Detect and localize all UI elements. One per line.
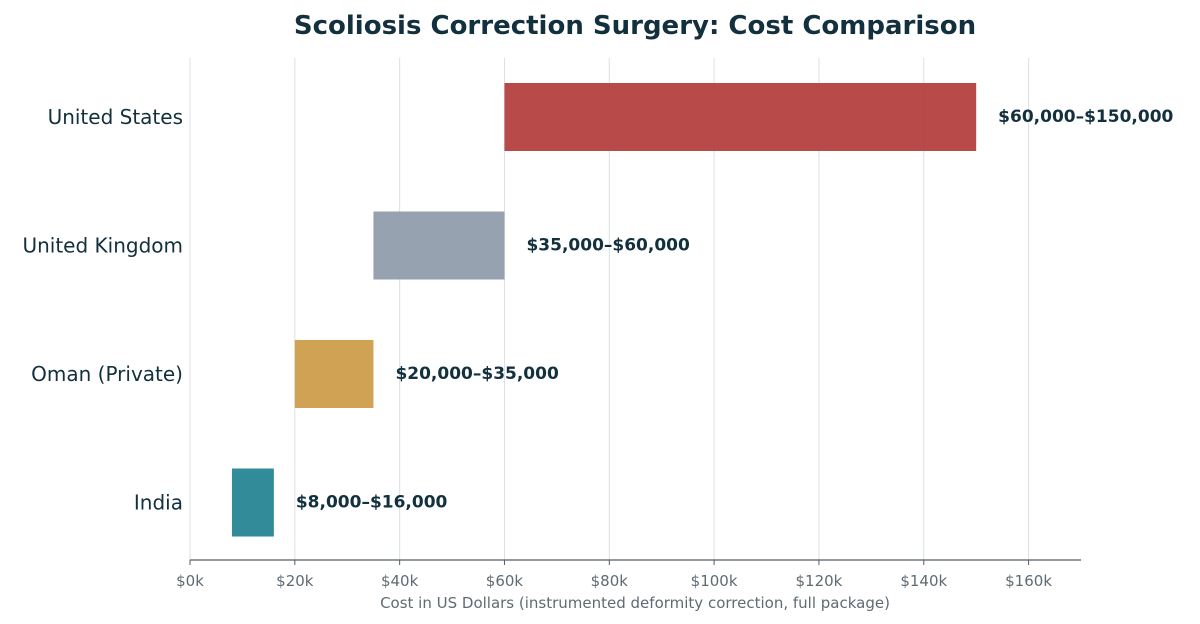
category-label: United Kingdom bbox=[22, 234, 183, 258]
x-tick-label: $80k bbox=[591, 572, 629, 590]
category-label: United States bbox=[48, 105, 183, 129]
range-bar bbox=[294, 340, 374, 408]
value-label: $35,000–$60,000 bbox=[526, 236, 690, 256]
x-tick-label: $140k bbox=[900, 572, 947, 590]
range-bar bbox=[373, 211, 505, 280]
x-axis-title: Cost in US Dollars (instrumented deformi… bbox=[380, 594, 890, 612]
bars bbox=[231, 83, 977, 537]
x-axis-ticks: $0k $20k $40k $60k $80k $100k $120k $140k $160k bbox=[176, 560, 1052, 590]
x-tick-label: $40k bbox=[381, 572, 419, 590]
value-label: $60,000–$150,000 bbox=[998, 107, 1173, 127]
range-bar bbox=[231, 468, 274, 537]
x-tick-label: $20k bbox=[276, 572, 314, 590]
x-tick-label: $100k bbox=[691, 572, 738, 590]
value-label: $20,000–$35,000 bbox=[395, 364, 559, 384]
x-tick-label: $60k bbox=[486, 572, 524, 590]
category-label: Oman (Private) bbox=[31, 362, 183, 386]
x-tick-label: $160k bbox=[1005, 572, 1052, 590]
category-label: India bbox=[134, 491, 183, 515]
value-labels: $60,000–$150,000 $35,000–$60,000 $20,000–$… bbox=[296, 107, 1174, 513]
range-bar bbox=[504, 83, 977, 151]
chart-title: Scoliosis Correction Surgery: Cost Compa… bbox=[294, 11, 976, 41]
x-tick-label: $0k bbox=[176, 572, 204, 590]
x-tick-label: $120k bbox=[796, 572, 843, 590]
category-labels: United States United Kingdom Oman (Private… bbox=[22, 105, 183, 515]
value-label: $8,000–$16,000 bbox=[296, 493, 448, 513]
